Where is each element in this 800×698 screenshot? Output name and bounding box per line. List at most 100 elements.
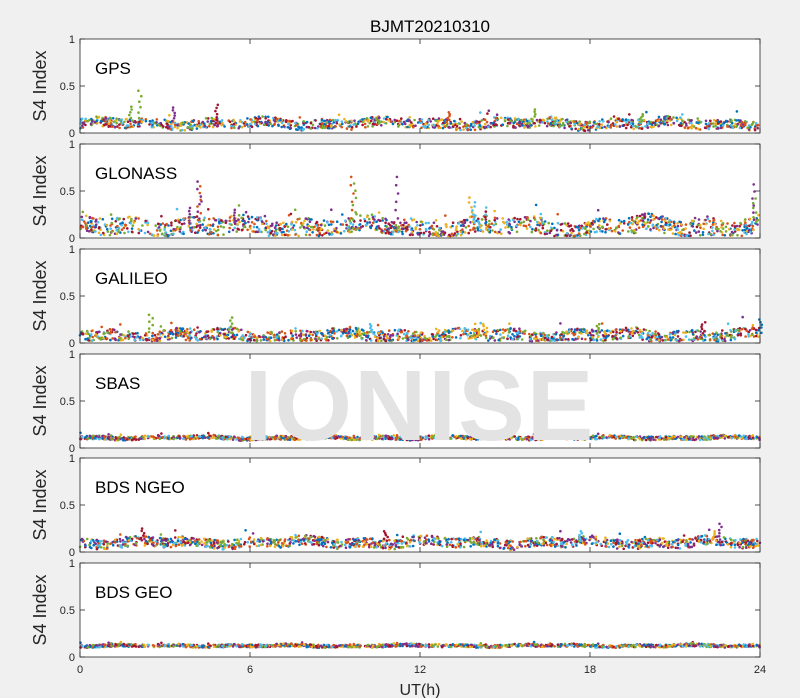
data-point — [484, 206, 488, 209]
data-point — [353, 119, 356, 122]
data-point — [734, 122, 737, 126]
data-point — [494, 222, 498, 226]
data-point — [249, 122, 252, 126]
data-point — [184, 338, 188, 342]
data-point — [467, 231, 471, 235]
data-point — [120, 118, 124, 121]
data-point — [182, 218, 185, 221]
data-point — [690, 126, 693, 130]
data-point — [524, 224, 528, 228]
data-point — [740, 120, 744, 124]
data-point — [337, 328, 341, 332]
data-point — [392, 221, 396, 224]
data-point — [325, 118, 329, 122]
data-point — [432, 124, 436, 127]
data-point — [473, 336, 477, 339]
data-point — [294, 333, 298, 336]
data-point — [326, 229, 330, 232]
data-point — [180, 222, 184, 226]
data-point — [600, 322, 604, 325]
data-point — [646, 122, 650, 125]
data-point — [82, 121, 85, 124]
data-point — [176, 227, 180, 231]
data-point — [613, 123, 617, 126]
data-point — [287, 338, 290, 342]
y-tick-label: 1 — [69, 34, 75, 46]
data-point — [485, 226, 488, 229]
data-point — [418, 228, 422, 231]
data-point — [327, 120, 331, 123]
data-point-spike — [198, 185, 202, 188]
data-point — [369, 116, 373, 119]
data-point — [434, 219, 438, 222]
data-point — [127, 230, 130, 234]
data-point — [495, 330, 498, 333]
data-point — [299, 339, 302, 342]
data-point — [518, 124, 522, 128]
data-point — [298, 116, 302, 119]
data-point-spike — [350, 208, 354, 212]
data-point — [704, 122, 708, 126]
data-point — [698, 335, 702, 339]
data-point — [188, 327, 192, 330]
data-point — [659, 215, 663, 219]
data-point — [195, 215, 199, 218]
data-point — [290, 329, 294, 333]
data-point — [644, 125, 647, 128]
data-point — [751, 323, 755, 327]
data-point — [624, 126, 628, 130]
data-point — [522, 220, 526, 224]
data-point — [130, 125, 133, 128]
data-point — [287, 122, 290, 126]
data-point — [652, 438, 655, 441]
data-point — [364, 223, 368, 227]
data-point — [262, 338, 266, 341]
data-point — [554, 116, 558, 120]
data-point — [210, 231, 213, 234]
data-point — [694, 438, 698, 441]
data-point — [570, 231, 573, 235]
data-point — [316, 227, 320, 231]
data-point — [739, 221, 742, 225]
data-point — [88, 224, 92, 228]
data-point — [108, 119, 111, 122]
data-point — [90, 339, 94, 343]
data-point — [151, 334, 154, 338]
data-point — [487, 224, 490, 228]
data-point — [152, 435, 156, 439]
data-point — [455, 124, 459, 128]
data-point — [231, 335, 234, 339]
data-point — [459, 128, 462, 132]
data-point — [549, 229, 553, 232]
data-point — [721, 124, 725, 127]
data-point — [510, 225, 513, 229]
data-point — [499, 328, 502, 332]
data-point — [136, 331, 139, 335]
data-point — [502, 336, 505, 340]
data-point — [585, 231, 589, 234]
data-point — [624, 326, 628, 330]
data-point — [348, 328, 352, 331]
data-point — [570, 127, 573, 130]
data-point — [473, 329, 477, 333]
data-point — [144, 332, 148, 335]
data-point — [121, 122, 124, 125]
data-point — [595, 217, 598, 221]
data-point — [240, 328, 243, 332]
data-point — [137, 217, 140, 220]
data-point — [729, 123, 733, 127]
data-point — [288, 126, 292, 130]
data-point — [444, 338, 448, 342]
data-point — [606, 223, 609, 226]
data-point — [102, 231, 105, 235]
data-point — [169, 229, 173, 233]
data-point — [744, 221, 747, 225]
data-point — [174, 219, 177, 222]
data-point — [610, 123, 614, 127]
data-point — [501, 123, 505, 126]
data-point — [511, 333, 514, 336]
data-point — [560, 338, 564, 342]
data-point — [363, 331, 366, 335]
data-point — [643, 216, 647, 219]
data-point — [265, 337, 269, 341]
